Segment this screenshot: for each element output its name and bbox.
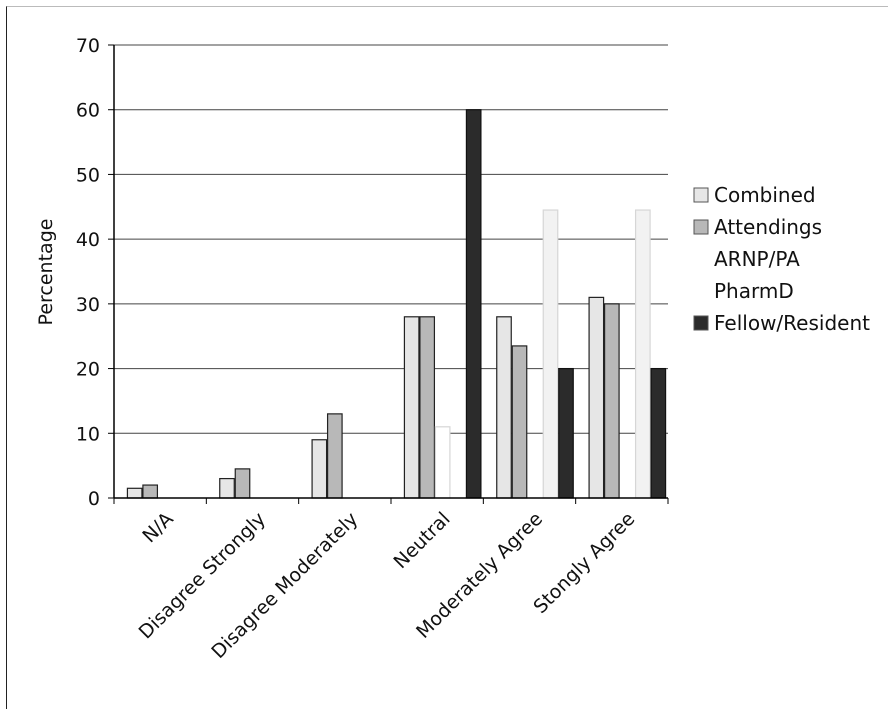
bar-attendings-4 [511,345,528,499]
y-tick-label: 40 [76,229,100,251]
bar-attendings-3 [419,316,436,499]
x-category-label: Neutral [390,508,455,573]
y-tick-label: 60 [76,100,100,122]
y-tick-label: 10 [76,423,100,445]
legend-label: PharmD [714,279,794,303]
bar-fellow-resident-3 [465,109,482,499]
x-category-label: N/A [138,508,177,547]
axes [113,45,668,499]
y-tick-label: 30 [76,294,100,316]
chart-frame [6,6,888,709]
legend-label: ARNP/PA [714,247,800,271]
y-tick-label: 0 [88,488,100,510]
legend-swatch [694,252,708,266]
legend-label: Combined [714,183,816,207]
legend-swatch [693,187,709,203]
bar-combined-4 [496,316,512,499]
bar-fellow-resident-4 [558,367,574,499]
bar-attendings-1 [234,468,251,499]
bar-arnp-pa-3 [434,426,451,499]
legend-swatch [693,315,709,331]
bar-pharmd-5 [634,209,651,499]
y-axis-title: Percentage [35,219,57,326]
bar-combined-5 [588,296,605,499]
bar-combined-0 [126,487,143,499]
y-tick-labels: 0 10 20 30 40 50 60 70 [76,35,100,510]
bars [113,109,669,504]
bar-attendings-2 [326,413,343,499]
bar-attendings-5 [603,303,620,499]
bar-combined-2 [311,439,328,499]
bar-combined-3 [403,316,420,499]
gridlines [108,44,668,499]
y-tick-label: 70 [76,35,100,57]
bar-pharmd-4 [542,209,559,499]
bar-attendings-0 [142,484,159,499]
legend-label: Attendings [714,215,822,239]
y-tick-label: 20 [76,359,100,381]
bar-combined-1 [219,477,235,499]
legend-label: Fellow/Resident [714,311,870,335]
legend-swatch [694,284,708,298]
legend-swatch [693,219,709,235]
legend: Combined Attendings ARNP/PA PharmD Fellow/Re… [693,183,870,335]
y-tick-label: 50 [76,164,100,186]
bar-fellow-resident-5 [650,367,667,499]
